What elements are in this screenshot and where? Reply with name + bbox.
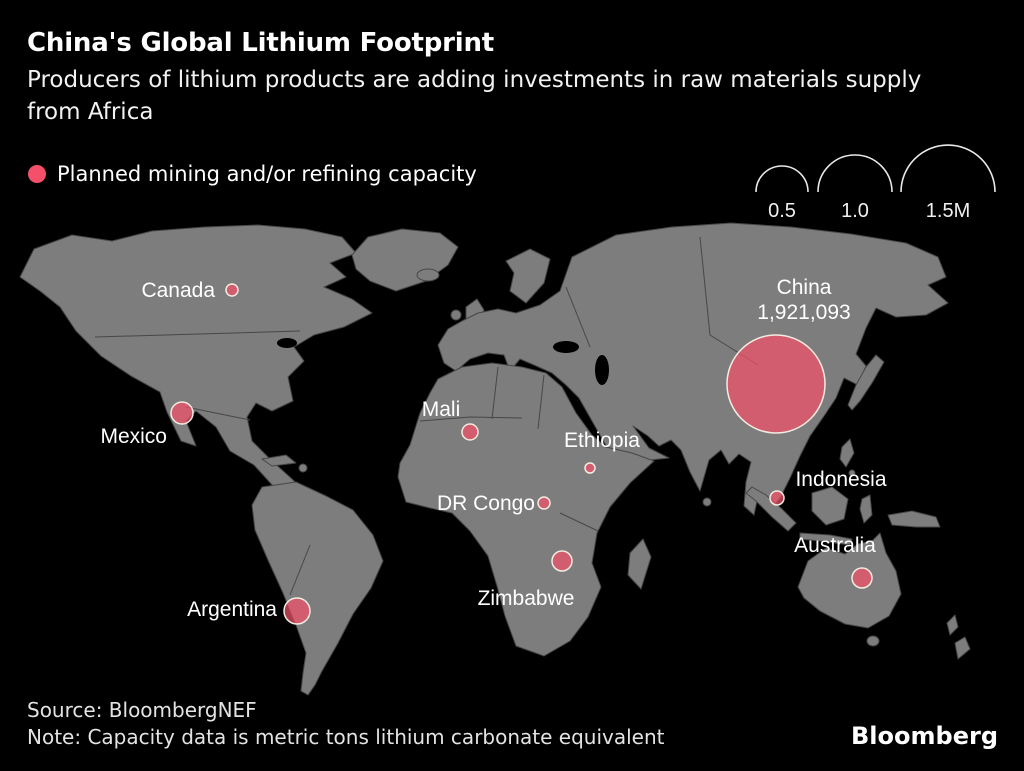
landmass-madagascar xyxy=(627,538,652,590)
landmass-tasmania xyxy=(866,635,880,647)
landmass-java xyxy=(799,532,853,546)
great-lakes xyxy=(277,338,297,348)
landmass-north-america xyxy=(19,224,373,497)
world-map: Canada Mexico Argentina Mali Ethiopia DR Cong… xyxy=(19,222,971,696)
bubble-australia xyxy=(851,567,873,589)
landmass-philippines xyxy=(839,438,855,468)
landmass-new-zealand-south xyxy=(954,636,971,660)
note-text: Note: Capacity data is metric tons lithi… xyxy=(27,725,665,749)
water-bodies xyxy=(277,338,609,385)
border-brazil-argentina xyxy=(289,544,311,596)
landmasses xyxy=(19,222,971,696)
size-legend-label-1-0: 1.0 xyxy=(841,200,869,222)
bubble-mali xyxy=(461,423,479,441)
country-borders xyxy=(94,236,759,596)
series-legend: Planned mining and/or refining capacity xyxy=(28,162,477,186)
value-label-china: 1,921,093 xyxy=(757,301,850,324)
map-labels-layer: Canada Mexico Argentina Mali Ethiopia DR Cong… xyxy=(100,276,886,621)
border-europe-russia xyxy=(565,286,591,348)
size-legend-svg: 0.5 1.0 1.5M xyxy=(755,144,996,222)
size-legend-label-1-5m: 1.5M xyxy=(926,200,970,222)
chart-subtitle-line2: from Africa xyxy=(27,99,154,125)
landmass-new-zealand-north xyxy=(946,614,959,636)
bubbles-layer xyxy=(170,283,873,625)
landmass-africa xyxy=(397,362,655,657)
border-southern-africa xyxy=(559,512,599,532)
bubble-argentina xyxy=(283,597,311,625)
landmass-sulawesi xyxy=(859,494,873,524)
size-legend-label-0-5: 0.5 xyxy=(768,200,796,222)
border-sahara-west xyxy=(491,366,499,420)
country-label-mali: Mali xyxy=(422,398,461,421)
landmass-mindanao xyxy=(848,469,856,477)
chart-title: China's Global Lithium Footprint xyxy=(27,28,495,58)
country-label-argentina: Argentina xyxy=(187,598,277,621)
chart-header: China's Global Lithium Footprint Produce… xyxy=(27,28,997,128)
border-us-canada xyxy=(94,330,301,338)
country-label-mexico: Mexico xyxy=(100,425,167,448)
country-label-australia: Australia xyxy=(794,534,876,557)
landmass-greenland xyxy=(351,228,459,292)
landmass-borneo xyxy=(811,486,849,526)
landmass-sri-lanka xyxy=(702,497,712,507)
size-legend-arc-1-5m xyxy=(900,144,996,193)
landmass-hispaniola xyxy=(298,463,308,473)
source-text: Source: BloombergNEF xyxy=(27,698,257,722)
size-legend-arc-0-5 xyxy=(755,165,809,193)
bloomberg-logo: Bloomberg xyxy=(851,722,998,750)
black-sea xyxy=(553,341,579,353)
bubble-china xyxy=(726,334,826,434)
landmass-australia xyxy=(797,532,902,629)
chart-footer: Source: BloombergNEF Note: Capacity data… xyxy=(27,697,664,751)
bubble-mexico xyxy=(170,401,194,425)
border-us-mexico xyxy=(185,406,251,421)
country-label-dr-congo: DR Congo xyxy=(437,492,535,515)
border-sahara-east xyxy=(537,374,545,430)
chart-subtitle-line1: Producers of lithium products are adding… xyxy=(27,67,922,93)
legend-label: Planned mining and/or refining capacity xyxy=(57,162,477,186)
landmass-cuba xyxy=(261,454,297,467)
chart-subtitle: Producers of lithium products are adding… xyxy=(27,64,997,128)
country-label-china: China xyxy=(777,276,832,299)
bubble-canada xyxy=(225,283,239,297)
border-sahel xyxy=(419,416,523,422)
landmass-iceland xyxy=(416,268,440,282)
landmass-south-america xyxy=(251,481,384,696)
size-legend-arc-1-0 xyxy=(817,154,893,193)
country-label-ethiopia: Ethiopia xyxy=(564,429,640,452)
bubble-ethiopia xyxy=(584,462,596,474)
caspian-sea xyxy=(595,355,609,385)
country-label-zimbabwe: Zimbabwe xyxy=(478,587,575,610)
legend-dot-icon xyxy=(28,165,46,183)
country-label-canada: Canada xyxy=(141,279,215,302)
bubble-zimbabwe xyxy=(551,550,573,572)
landmass-japan xyxy=(847,354,885,411)
country-label-indonesia: Indonesia xyxy=(795,468,886,491)
landmass-ireland xyxy=(450,309,462,321)
landmass-scandinavia xyxy=(505,248,551,304)
bubble-indonesia xyxy=(769,490,785,506)
landmass-new-guinea xyxy=(887,510,941,528)
bubble-dr-congo xyxy=(537,496,551,510)
